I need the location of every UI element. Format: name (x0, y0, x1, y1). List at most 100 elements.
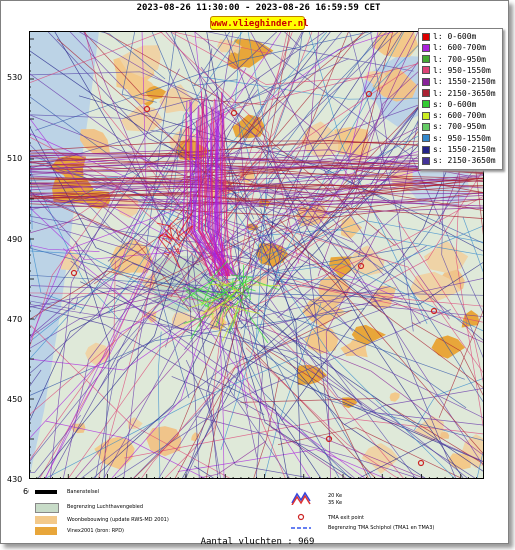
flight-track (29, 174, 484, 191)
legend-item: l: 600-700m (422, 43, 486, 53)
legend-swatch (422, 77, 430, 86)
flight-track (218, 279, 240, 288)
flight-track (174, 309, 352, 479)
flight-track (96, 31, 166, 80)
flight-track (187, 125, 212, 277)
flight-track (29, 201, 198, 344)
tma-exit-point (325, 435, 333, 443)
flight-track (92, 269, 242, 479)
flight-track (29, 222, 172, 440)
flight-track (185, 112, 226, 277)
flight-track (95, 320, 187, 479)
legend-item: s: 0-600m (422, 100, 476, 110)
flight-track (29, 181, 484, 207)
key-swatch-runways (35, 490, 57, 494)
map-area (371, 31, 419, 58)
flight-track (189, 99, 230, 277)
flight-track (30, 324, 232, 479)
flight-track (166, 31, 244, 242)
flight-track (29, 149, 484, 180)
legend-swatch (422, 55, 430, 64)
flight-track (244, 287, 256, 292)
flight-track (29, 184, 484, 199)
flight-track (188, 31, 388, 273)
site-link[interactable]: www.vlieghinder.nl (210, 16, 309, 30)
flight-track (233, 31, 288, 293)
legend-item: s: 600-700m (422, 111, 486, 121)
legend-swatch (422, 43, 430, 52)
flight-track-map (29, 31, 484, 479)
map-area (351, 324, 386, 346)
flight-track (175, 236, 180, 241)
map-area (171, 308, 199, 330)
legend-label: l: 2150-3650m (433, 88, 496, 98)
flight-track (224, 31, 331, 440)
flight-track (123, 128, 182, 479)
flight-track (29, 77, 260, 375)
flight-track (462, 216, 484, 479)
flight-track (236, 290, 248, 315)
flight-track (257, 282, 484, 463)
flight-track (46, 31, 337, 218)
map-area (127, 417, 143, 429)
map-area (152, 255, 233, 313)
legend-label: s: 2150-3650m (433, 156, 496, 166)
map-area (389, 392, 400, 402)
flight-track (411, 322, 484, 398)
flight-track (67, 223, 343, 479)
flight-track (242, 264, 245, 295)
flight-track (59, 47, 484, 229)
flight-track (260, 208, 373, 479)
legend-item: s: 700-950m (422, 122, 486, 132)
flight-track (295, 195, 457, 479)
flight-track (169, 226, 173, 237)
flight-track (260, 345, 369, 479)
key-label-20ke: 20 Ke (328, 493, 343, 499)
flight-track (279, 219, 484, 456)
flight-track (308, 31, 428, 324)
flight-track (170, 227, 175, 230)
flight-track (248, 278, 279, 291)
tma-border-icon (291, 527, 311, 529)
flight-track (158, 237, 171, 254)
flight-track (146, 31, 190, 399)
flight-track (194, 105, 212, 277)
legend-label: s: 1550-2150m (433, 145, 496, 154)
sea-area (29, 31, 99, 479)
flight-track (140, 354, 246, 479)
flight-track (245, 347, 400, 479)
flight-track (201, 272, 341, 479)
flight-track (29, 299, 171, 350)
flight-track (29, 164, 484, 181)
flight-track (29, 270, 172, 321)
flight-track (29, 242, 214, 463)
map-area (413, 415, 444, 441)
flight-track (200, 66, 484, 468)
flight-track (178, 213, 193, 234)
flight-track (203, 302, 214, 313)
y-tick-label: 530 (7, 73, 23, 82)
flight-track (29, 193, 484, 205)
flight-track (29, 140, 484, 152)
flight-track (29, 295, 232, 371)
flight-track (171, 376, 216, 479)
key-swatch-airport-boundary (35, 503, 59, 513)
flight-track (35, 31, 375, 131)
flight-track (132, 245, 427, 479)
flight-track (29, 287, 200, 309)
flight-track (189, 100, 237, 277)
tma-exit-point (143, 105, 151, 113)
flight-track (217, 308, 228, 337)
flight-track (262, 191, 484, 404)
flight-track (221, 192, 456, 479)
y-tick-label: 450 (7, 395, 23, 404)
flight-track (234, 260, 484, 323)
flight-track (438, 308, 484, 418)
flight-track (247, 31, 269, 339)
key-label-exit-point: TMA exit point (328, 515, 365, 521)
map-area (60, 250, 80, 271)
flight-track (62, 248, 367, 479)
flight-track (205, 290, 245, 479)
flight-track (163, 252, 170, 256)
flight-track (29, 162, 484, 180)
